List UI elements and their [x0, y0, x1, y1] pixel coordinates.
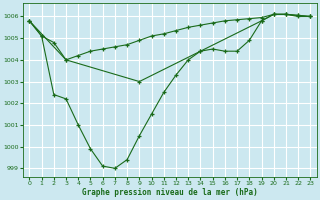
- X-axis label: Graphe pression niveau de la mer (hPa): Graphe pression niveau de la mer (hPa): [82, 188, 258, 197]
